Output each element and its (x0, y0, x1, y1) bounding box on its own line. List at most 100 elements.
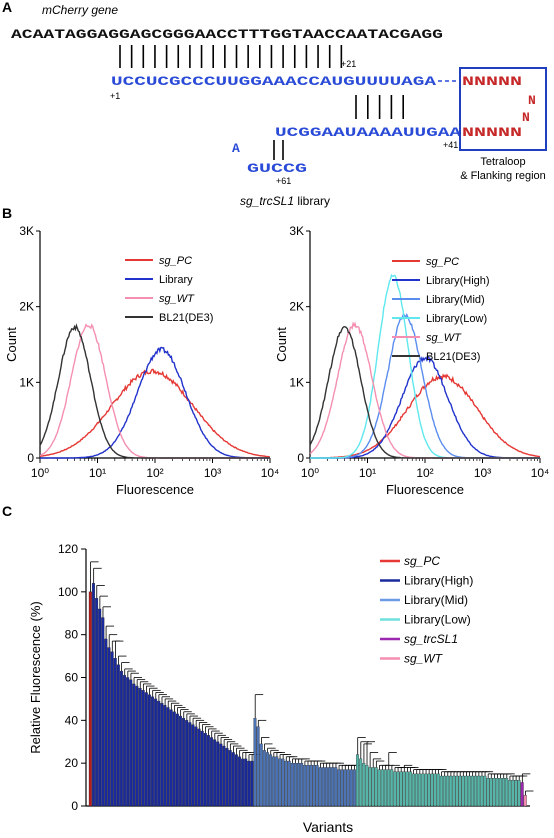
legend-label: sg_WT (426, 332, 462, 344)
bar (439, 775, 443, 807)
bar (206, 735, 210, 807)
tetraloop-box (459, 67, 547, 151)
x-axis-label: Fluorescence (386, 482, 464, 497)
histogram-right: 0 1K 2K 3K 10⁰ 10¹ 10² 10³ 10⁴ Fluorescence Count s… (274, 224, 549, 497)
y-tick-label: 80 (65, 628, 79, 642)
bar (505, 778, 509, 807)
bar (222, 745, 226, 807)
bar (393, 771, 397, 807)
n-vertical-1: N (528, 93, 536, 108)
y-tick-label: 2K (19, 300, 34, 314)
bar (147, 694, 151, 807)
bar (362, 763, 366, 807)
bar (365, 765, 369, 807)
bar (182, 718, 186, 807)
bar (166, 707, 170, 807)
stem-bottom-sequence: GUCCG (247, 161, 307, 176)
histogram-left: 0 1K 2K 3K 10⁰ 10¹ 10² 10³ 10⁴ Fluorescence Count s… (4, 224, 279, 497)
legend-label: sg_trcSL1 (404, 632, 458, 646)
y-tick-label: 100 (58, 585, 78, 599)
bar (265, 752, 269, 807)
bar (259, 743, 263, 807)
bar (452, 775, 456, 807)
x-tick-label: 10³ (204, 466, 221, 480)
stem-a-base: A (232, 141, 240, 156)
panel-a: A mCherry gene ACAATAGGAGGAGCGGGAACCTTTG… (2, 0, 547, 208)
bar (88, 591, 92, 807)
bar (349, 769, 353, 807)
bar (293, 763, 297, 807)
bar (337, 769, 341, 807)
base-pair-lines-bottom (273, 140, 284, 160)
box-label-1: Tetraloop (480, 156, 525, 168)
bar (501, 778, 506, 807)
y-axis-label: Count (274, 327, 289, 362)
bar (290, 763, 294, 807)
bar (346, 769, 350, 807)
bar (141, 690, 145, 807)
histogram-series (39, 323, 270, 459)
bar (284, 760, 288, 807)
bar (135, 685, 139, 807)
bar (144, 692, 148, 807)
bar (495, 778, 499, 807)
bar (197, 728, 201, 807)
bar (474, 775, 478, 807)
bar (104, 638, 108, 807)
bar (231, 752, 235, 807)
bar (334, 767, 338, 807)
histogram-series (310, 312, 540, 459)
legend-label: BL21(DE3) (426, 351, 480, 363)
bar (371, 767, 375, 807)
bar (309, 765, 313, 807)
bar (321, 767, 325, 807)
y-axis-label: Relative Fluorescence (%) (28, 601, 43, 753)
histogram-series (39, 368, 271, 458)
bar (269, 754, 273, 807)
bar (138, 688, 142, 807)
bar (169, 709, 173, 807)
gene-label: mCherry gene (42, 3, 118, 17)
y-tick-label: 120 (58, 542, 78, 556)
bar (315, 765, 319, 807)
legend-label: sg_WT (159, 293, 195, 305)
bar (442, 775, 446, 807)
bar (296, 763, 300, 807)
bar (203, 733, 207, 807)
bar (387, 769, 391, 807)
bar (250, 760, 254, 807)
bar (213, 739, 217, 807)
bar (359, 758, 363, 807)
base-pair-lines-mid (355, 95, 405, 119)
bar (418, 773, 422, 807)
n-vertical-2: N (522, 110, 530, 125)
bar (489, 778, 493, 807)
bar (470, 775, 474, 807)
bar (91, 583, 95, 807)
rna-top-sequence: UCCUCGCCCUUGGAAACCAUGUUUUAGA (111, 74, 436, 89)
bar (355, 754, 360, 807)
bar (483, 775, 487, 807)
y-tick-label: 0 (27, 451, 34, 465)
bar (492, 778, 496, 807)
bar (98, 608, 102, 807)
bar (408, 771, 412, 807)
legend-label: Library(High) (426, 275, 490, 287)
legend-label: Library (159, 274, 193, 286)
bar (129, 679, 133, 807)
x-tick-label: 10⁰ (301, 466, 319, 480)
bar (150, 696, 154, 807)
legend-label: Library(Low) (404, 613, 471, 627)
bar (520, 782, 524, 807)
bar (374, 767, 378, 807)
x-tick-label: 10² (146, 466, 163, 480)
bar (262, 750, 266, 807)
bar (514, 780, 518, 807)
bar (517, 780, 521, 807)
bar (523, 795, 527, 807)
bar (110, 651, 114, 807)
bar (455, 775, 459, 807)
bar (247, 760, 251, 807)
